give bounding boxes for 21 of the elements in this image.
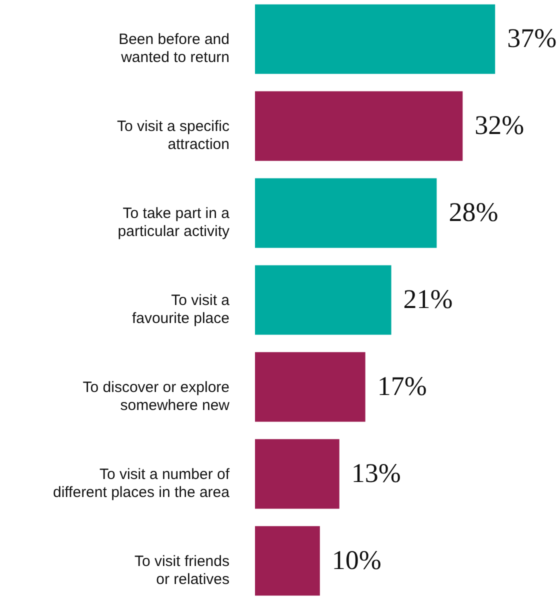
y-tick-label: To visit a favourite place bbox=[132, 292, 230, 327]
bar bbox=[255, 352, 366, 422]
y-tick-label: To visit friends or relatives bbox=[134, 552, 230, 588]
bar bbox=[255, 439, 340, 509]
bar bbox=[255, 4, 496, 74]
y-tick-label: To discover or explore somewhere new bbox=[82, 378, 230, 414]
y-tick-label: Been before and wanted to return bbox=[118, 31, 230, 66]
y-tick-label: To visit a number of different places in the area bbox=[52, 466, 230, 501]
data-label: 28% bbox=[448, 197, 498, 228]
bar bbox=[255, 178, 437, 248]
bar bbox=[255, 91, 463, 161]
y-tick-label: To take part in a particular activity bbox=[118, 205, 230, 240]
data-label: 32% bbox=[474, 110, 524, 140]
y-tick-label: To visit a specific attraction bbox=[116, 118, 230, 154]
data-label: 10% bbox=[332, 544, 382, 575]
data-label: 37% bbox=[507, 23, 557, 54]
data-label: 21% bbox=[403, 284, 453, 314]
bar bbox=[255, 526, 320, 596]
data-label: 13% bbox=[351, 458, 401, 488]
data-label: 17% bbox=[377, 370, 427, 401]
bar bbox=[255, 265, 392, 335]
